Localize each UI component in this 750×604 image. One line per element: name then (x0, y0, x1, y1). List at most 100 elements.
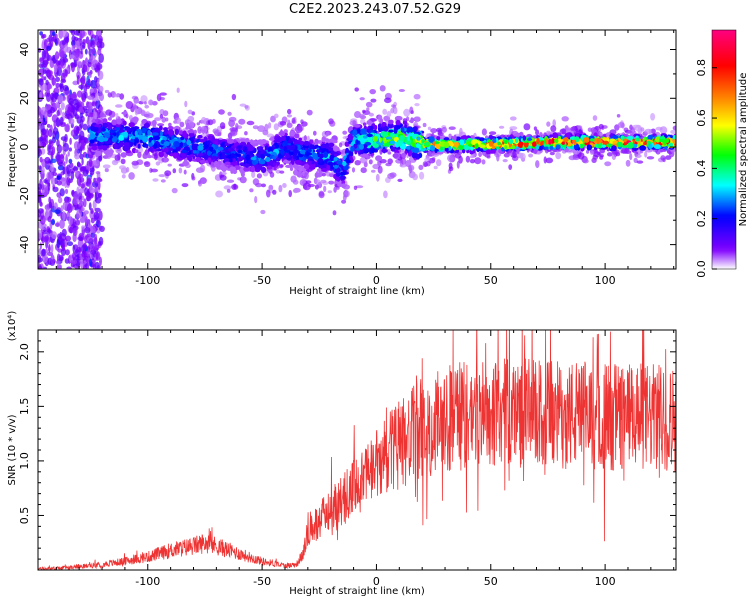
halo-cell (387, 173, 395, 179)
halo-cell (366, 102, 373, 108)
ridge-cell (192, 156, 195, 159)
ridge-cell (233, 158, 236, 162)
halo-cell (436, 159, 441, 166)
ridge-cell (454, 135, 457, 141)
ridge-cell (237, 150, 242, 154)
noise-cell (76, 209, 82, 218)
ridge-cell (328, 162, 334, 166)
ridge-cell (101, 128, 106, 132)
ridge-cell (545, 139, 548, 145)
halo-cell (352, 167, 355, 172)
ridge-cell (354, 124, 361, 128)
noise-cell (57, 110, 60, 116)
ridge-cell (231, 153, 235, 158)
ridge-cell (248, 146, 255, 152)
halo-cell (266, 190, 271, 198)
noise-cell (87, 178, 91, 185)
ridge-cell (144, 114, 150, 117)
halo-cell (159, 109, 164, 115)
ridge-cell (345, 148, 349, 153)
ridge-cell (159, 151, 164, 157)
halo-cell (108, 92, 112, 97)
ridge-cell (436, 144, 441, 150)
noise-cell (61, 102, 65, 110)
ridge-cell (229, 167, 236, 172)
ridge-cell (173, 152, 178, 158)
halo-cell (215, 191, 223, 198)
noise-cell (67, 203, 73, 213)
noise-cell (50, 60, 54, 68)
ridge-cell (318, 158, 323, 163)
ridge-cell (390, 133, 393, 137)
ridge-cell (341, 183, 346, 188)
ridge-cell (284, 140, 287, 146)
ridge-cell (516, 148, 519, 154)
ridge-cell (325, 132, 329, 136)
halo-cell (144, 105, 149, 109)
noise-cell (90, 40, 96, 48)
halo-cell (161, 179, 166, 182)
noise-cell (49, 202, 52, 209)
noise-cell (95, 192, 97, 202)
noise-cell (98, 86, 104, 93)
halo-cell (320, 180, 326, 183)
noise-cell (41, 35, 45, 39)
ridge-cell (119, 142, 124, 148)
halo-cell (604, 161, 611, 166)
x-tick-label: -100 (135, 274, 160, 287)
noise-cell (96, 251, 101, 261)
ridge-cell (207, 141, 211, 145)
noise-cell (88, 26, 92, 35)
ridge-cell (116, 119, 122, 125)
ridge-cell (316, 149, 322, 152)
noise-cell (57, 176, 61, 180)
ridge-cell (221, 153, 226, 159)
ridge-cell (548, 139, 552, 145)
halo-cell (360, 97, 365, 100)
halo-cell (282, 183, 287, 188)
halo-cell (384, 98, 392, 104)
halo-cell (359, 114, 365, 119)
ridge-cell (314, 139, 318, 144)
halo-cell (133, 97, 139, 104)
ridge-cell (90, 133, 96, 140)
halo-cell (414, 103, 419, 106)
ridge-cell (357, 128, 361, 132)
ridge-cell (643, 142, 647, 145)
ridge-cell (378, 123, 382, 128)
halo-cell (578, 152, 585, 159)
ridge-cell (353, 129, 358, 135)
ridge-cell (617, 142, 623, 148)
ridge-cell (375, 155, 382, 161)
noise-cell (84, 39, 88, 43)
noise-cell (55, 83, 59, 88)
halo-cell (266, 134, 274, 138)
ridge-cell (292, 138, 296, 142)
ridge-cell (159, 125, 163, 130)
halo-cell (287, 114, 292, 117)
halo-cell (297, 125, 302, 131)
ridge-cell (350, 146, 354, 152)
ridge-cell (212, 156, 217, 160)
halo-cell (482, 159, 486, 164)
halo-cell (569, 155, 577, 160)
noise-cell (83, 64, 88, 72)
halo-cell (144, 101, 147, 104)
ridge-cell (411, 142, 417, 146)
noise-cell (51, 231, 57, 239)
halo-cell (105, 168, 109, 172)
ridge-cell (490, 150, 496, 154)
halo-cell (240, 176, 247, 183)
noise-cell (94, 208, 100, 212)
ridge-cell (394, 125, 400, 129)
ridge-cell (333, 146, 339, 152)
halo-cell (333, 210, 337, 215)
noise-cell (60, 188, 65, 196)
ridge-cell (227, 138, 234, 144)
noise-cell (53, 172, 58, 176)
ridge-cell (554, 139, 558, 144)
noise-cell (47, 69, 52, 79)
noise-cell (44, 157, 50, 164)
halo-cell (198, 181, 202, 187)
